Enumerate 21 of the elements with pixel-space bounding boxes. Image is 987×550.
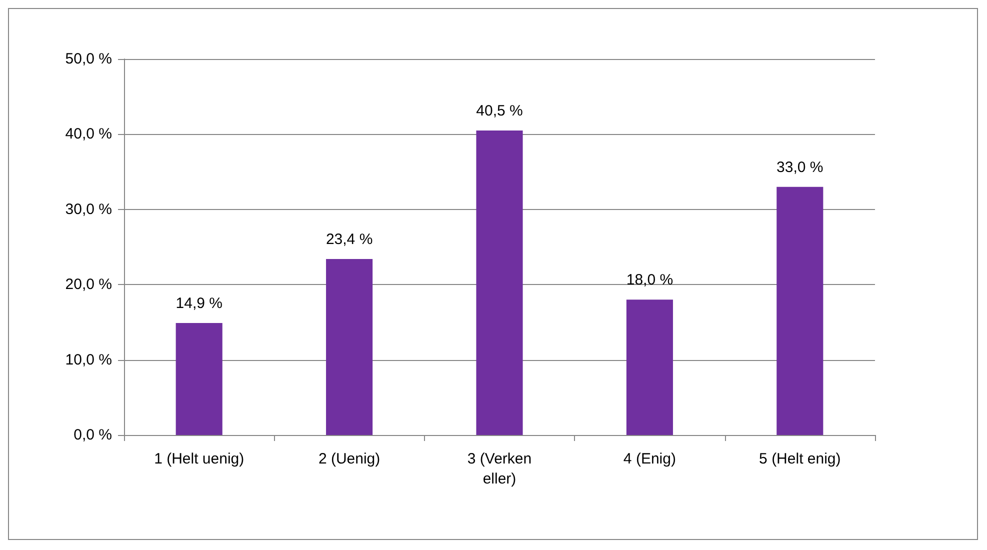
y-tick-label: 20,0 % [65, 276, 112, 294]
y-tick-label: 40,0 % [65, 126, 112, 143]
data-label: 14,9 % [176, 294, 222, 312]
y-tick-label: 30,0 % [65, 200, 112, 218]
bar [176, 322, 222, 435]
x-tick-label: 3 (Verken eller) [467, 450, 532, 488]
x-tick-label: 2 (Uenig) [318, 450, 380, 468]
x-tick-label: 1 (Helt uenig) [154, 450, 244, 468]
x-tick-label: 5 (Helt enig) [759, 450, 841, 468]
y-tick-label: 10,0 % [65, 351, 112, 368]
y-tick-label: 50,0 % [65, 50, 112, 68]
bar [476, 130, 523, 435]
data-label: 33,0 % [776, 158, 824, 176]
bar [626, 300, 673, 435]
y-tick-label: 0,0 % [74, 426, 112, 444]
data-label: 18,0 % [626, 272, 674, 289]
bar [326, 259, 373, 435]
data-label: 23,4 % [326, 231, 373, 248]
bar [776, 186, 824, 435]
x-tick-label: 4 (Enig) [623, 450, 676, 468]
data-label: 40,5 % [476, 102, 523, 120]
